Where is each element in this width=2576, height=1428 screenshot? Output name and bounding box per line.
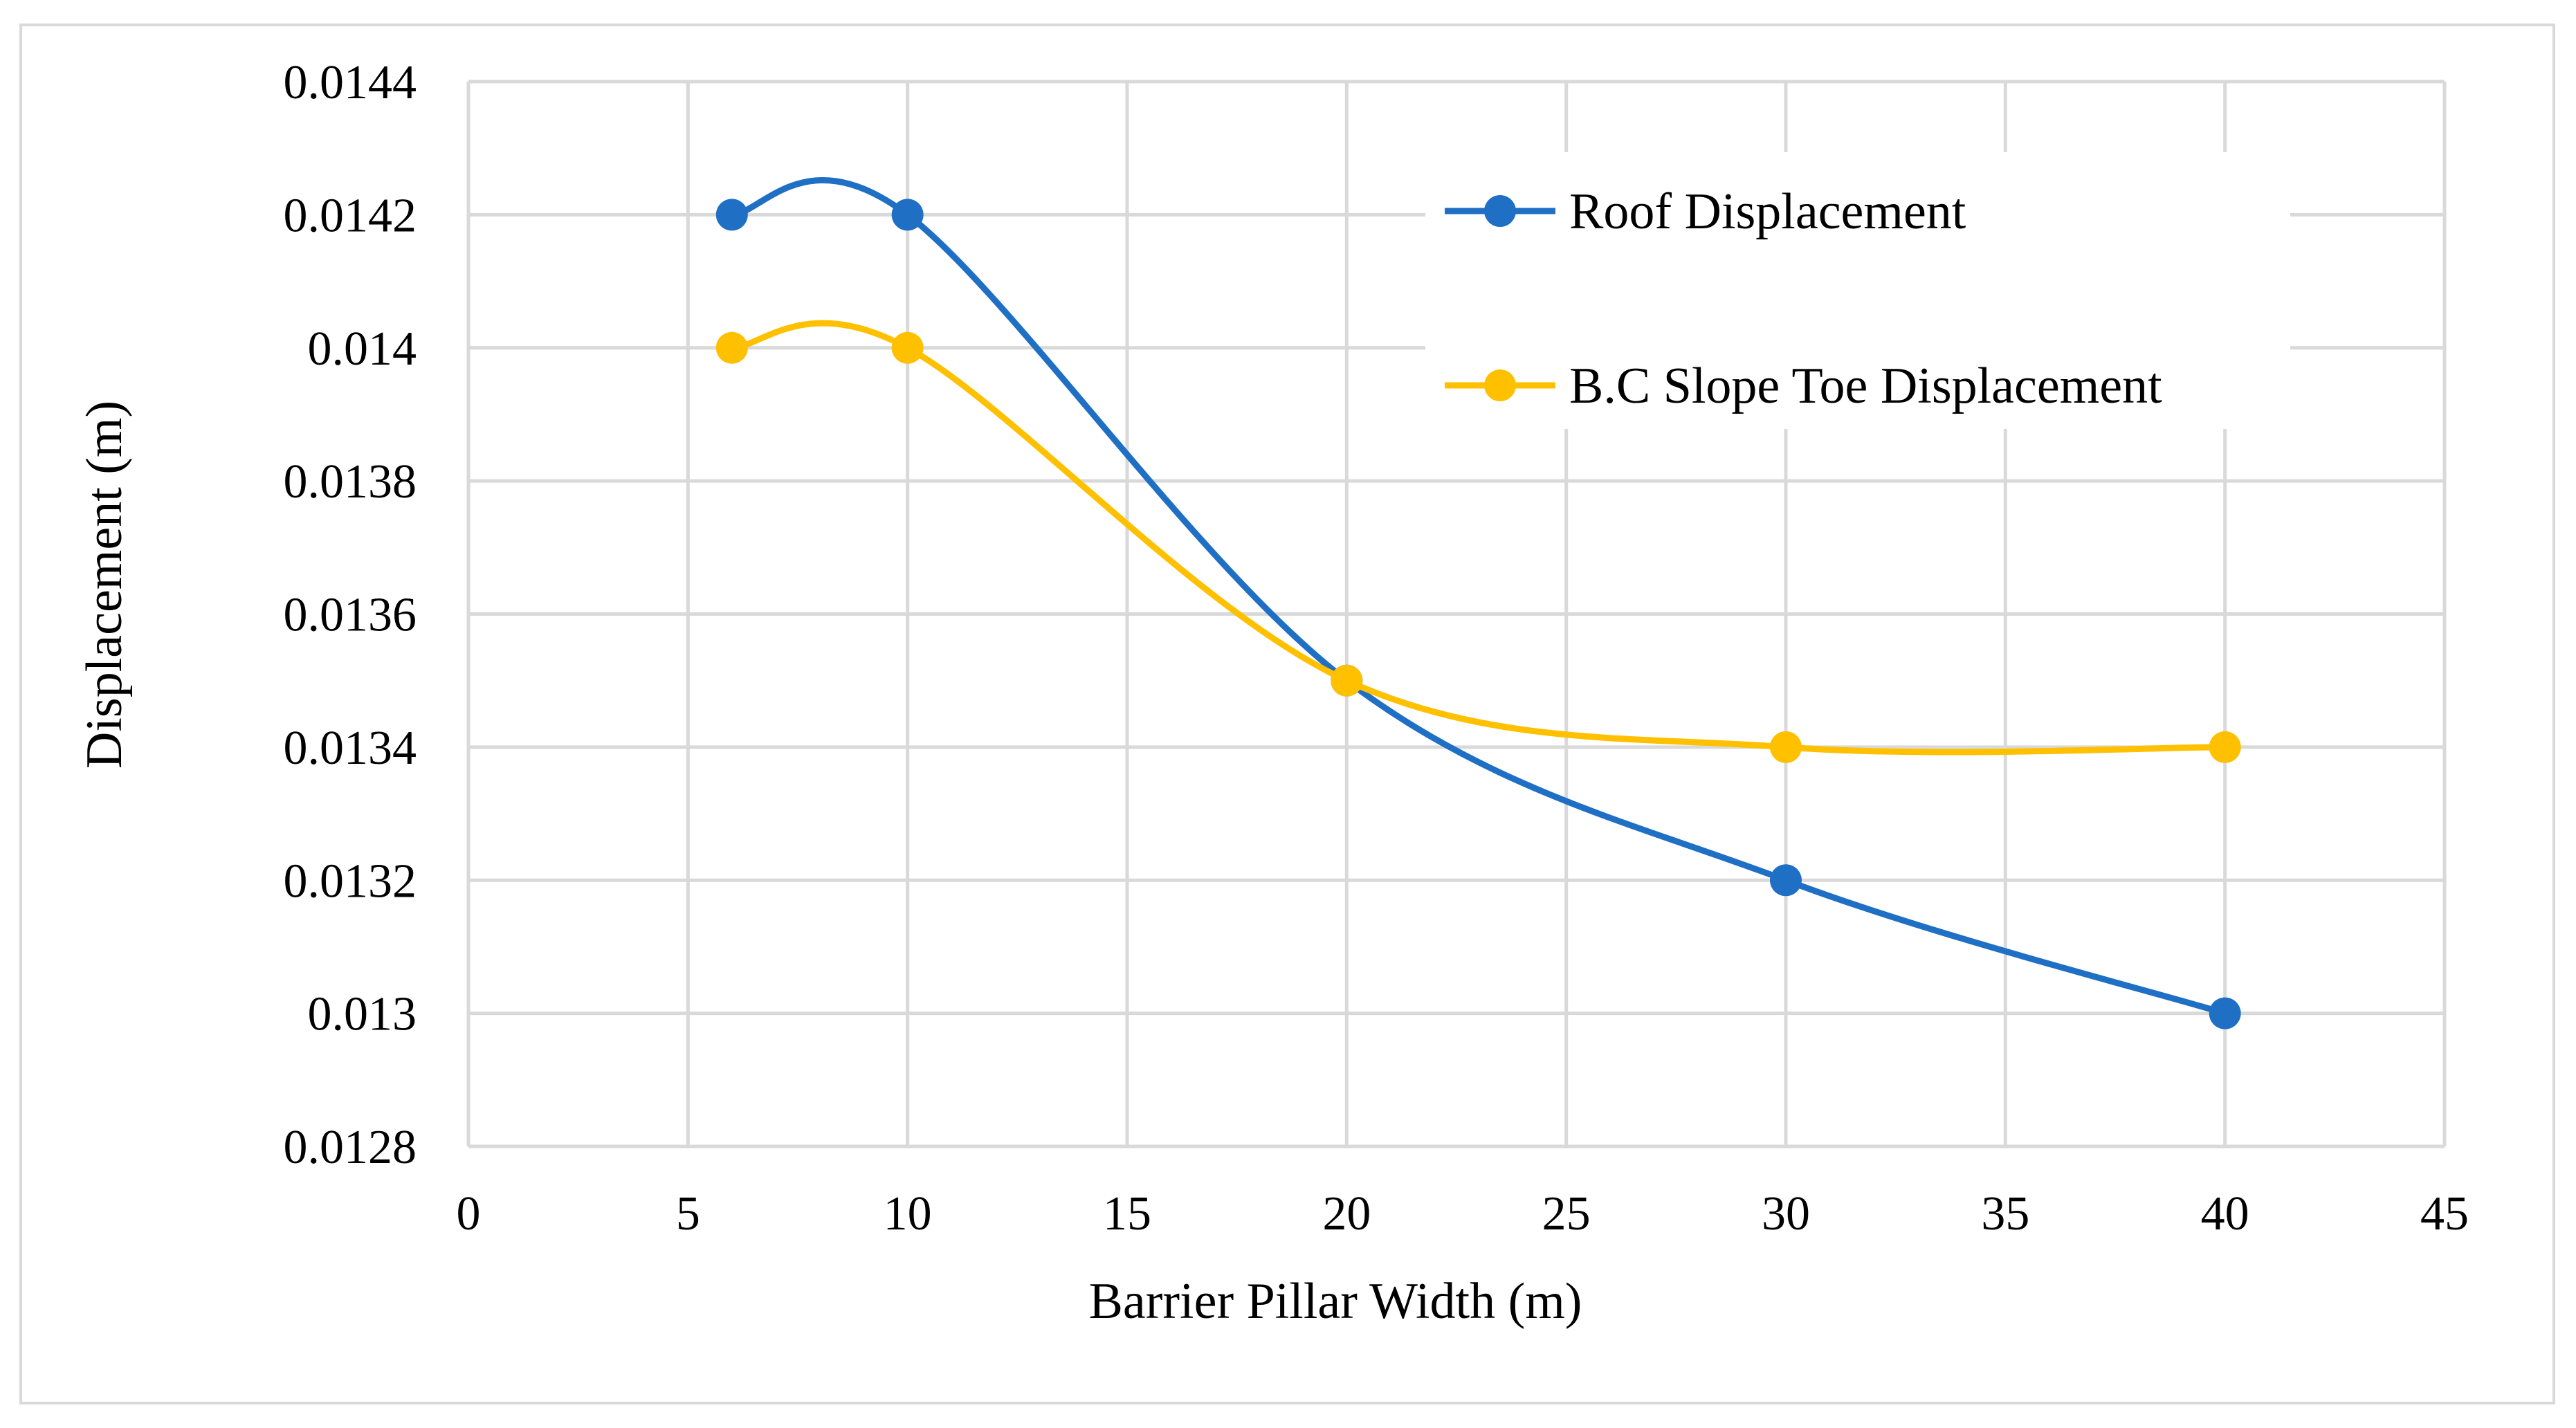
y-tick-label: 0.0128 bbox=[284, 1121, 417, 1174]
y-tick-label: 0.0132 bbox=[284, 854, 417, 908]
data-point bbox=[891, 331, 924, 364]
x-tick-label: 25 bbox=[1542, 1187, 1591, 1241]
y-tick-label: 0.014 bbox=[308, 322, 417, 376]
data-point bbox=[1331, 664, 1363, 697]
legend-label-roof: Roof Displacement bbox=[1569, 183, 1966, 240]
x-tick-label: 15 bbox=[1103, 1187, 1151, 1241]
x-tick-label: 10 bbox=[884, 1187, 932, 1241]
x-tick-label: 45 bbox=[2420, 1187, 2469, 1241]
legend-item-slope-toe: B.C Slope Toe Displacement bbox=[1445, 358, 2162, 414]
x-tick-label: 5 bbox=[676, 1187, 700, 1241]
legend-background bbox=[1425, 152, 2290, 429]
x-tick-label: 30 bbox=[1762, 1187, 1810, 1241]
series-1 bbox=[715, 320, 2241, 763]
tick-labels: 0 5 10 15 20 25 30 35 40 45 0.0128 0.013 0.0132 0.013… bbox=[284, 56, 2469, 1241]
y-tick-label: 0.0142 bbox=[284, 189, 417, 242]
data-point bbox=[715, 199, 748, 231]
y-tick-label: 0.0136 bbox=[284, 589, 417, 642]
x-tick-label: 40 bbox=[2201, 1187, 2249, 1241]
data-point bbox=[1770, 731, 1802, 763]
legend: Roof Displacement B.C Slope Toe Displace… bbox=[1425, 152, 2290, 429]
data-point bbox=[891, 199, 924, 231]
data-point bbox=[2209, 731, 2241, 763]
data-point bbox=[715, 331, 748, 364]
legend-marker-roof bbox=[1484, 195, 1516, 227]
y-tick-label: 0.013 bbox=[308, 988, 417, 1041]
x-axis-title: Barrier Pillar Width (m) bbox=[1089, 1273, 1582, 1330]
legend-item-roof: Roof Displacement bbox=[1445, 183, 1966, 240]
legend-marker-slope-toe bbox=[1484, 369, 1516, 401]
y-tick-label: 0.0138 bbox=[284, 455, 417, 509]
legend-label-slope-toe: B.C Slope Toe Displacement bbox=[1569, 358, 2162, 414]
x-tick-label: 0 bbox=[457, 1187, 481, 1241]
y-tick-label: 0.0144 bbox=[284, 56, 417, 109]
y-axis-title: Displacement (m) bbox=[76, 401, 133, 769]
series-line bbox=[729, 320, 2229, 756]
x-tick-label: 20 bbox=[1322, 1187, 1371, 1241]
data-point bbox=[2209, 997, 2241, 1029]
data-point bbox=[1770, 864, 1802, 897]
y-tick-label: 0.0134 bbox=[284, 722, 417, 775]
x-tick-label: 35 bbox=[1981, 1187, 2029, 1241]
series-layer bbox=[715, 177, 2241, 1029]
